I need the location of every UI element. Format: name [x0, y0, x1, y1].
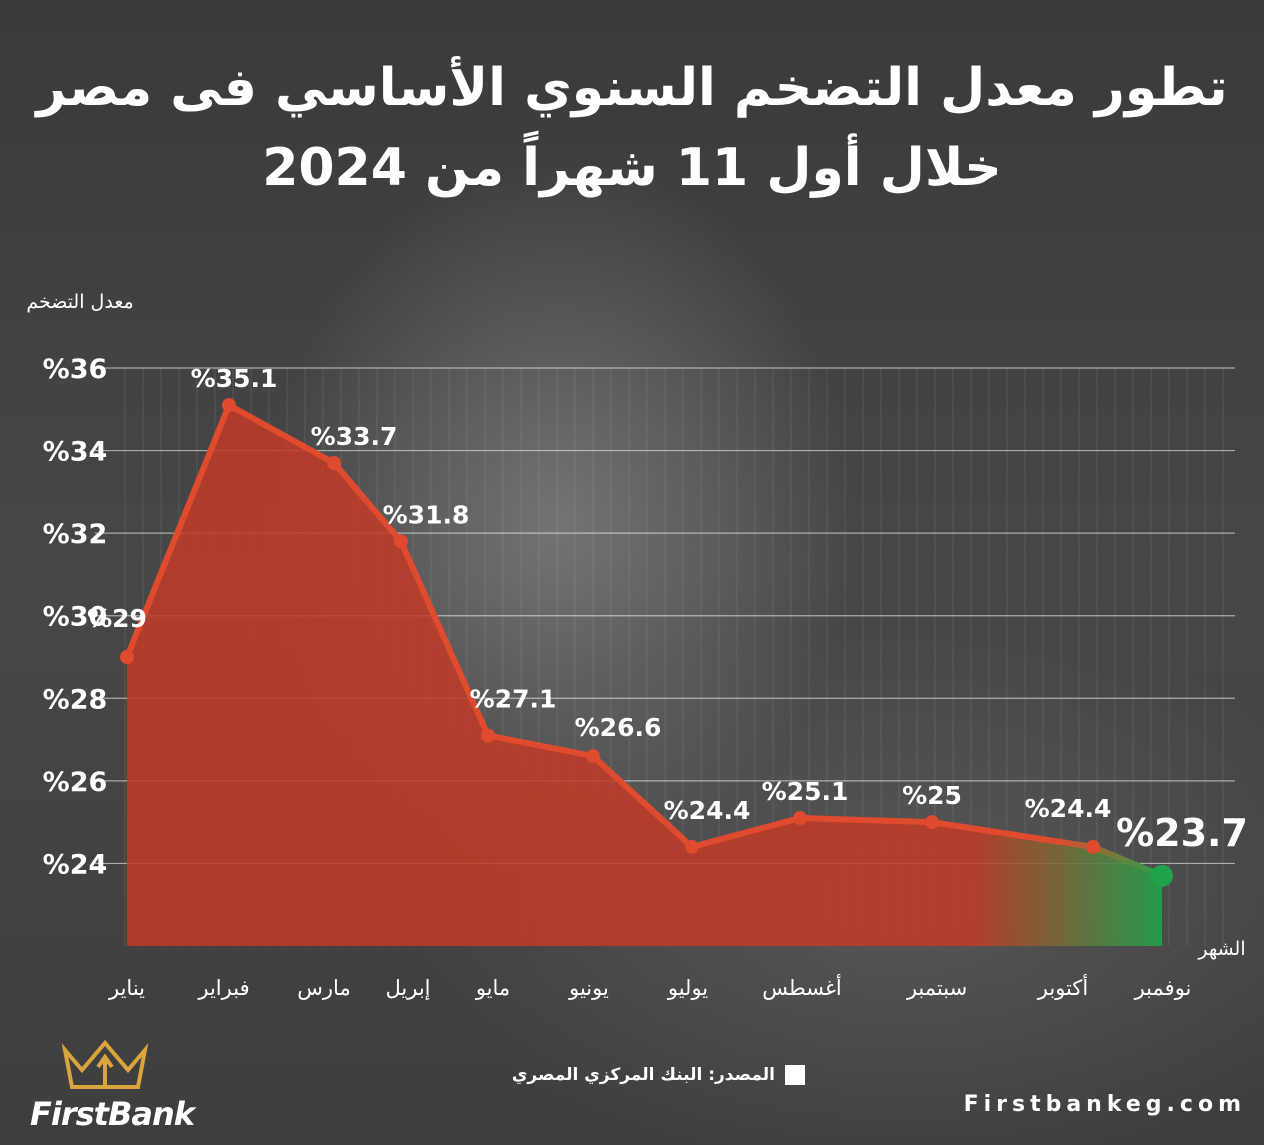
- y-axis-title: معدل التضخم: [26, 291, 133, 313]
- data-label: %25.1: [762, 777, 849, 806]
- y-tick-label: %24: [43, 849, 108, 880]
- data-point: [1151, 864, 1173, 887]
- title-line-2: خلال أول 11 شهراً من 2024: [262, 138, 1002, 198]
- x-tick-label: مارس: [297, 976, 350, 1000]
- data-point: [394, 534, 408, 549]
- data-label: %27.1: [470, 684, 557, 713]
- data-label: %26.6: [575, 713, 662, 742]
- x-tick-label: يونيو: [568, 976, 609, 1000]
- data-label: %31.8: [383, 500, 470, 529]
- source-note: المصدر: البنك المركزي المصري: [480, 1062, 805, 1088]
- data-point: [222, 398, 236, 413]
- x-tick-label: إبريل: [385, 976, 430, 1001]
- chart-title: تطور معدل التضخم السنوي الأساسي فى مصر خ…: [0, 48, 1264, 208]
- title-line-1: تطور معدل التضخم السنوي الأساسي فى مصر: [36, 58, 1228, 118]
- data-point: [685, 839, 699, 854]
- brand-name: FirstBank: [30, 1095, 195, 1133]
- crown-icon: [61, 1039, 149, 1089]
- data-point: [1086, 839, 1100, 854]
- x-tick-label: نوفمبر: [1134, 976, 1192, 1000]
- data-label: %25: [902, 781, 962, 810]
- data-point: [925, 815, 939, 830]
- area-fill: [127, 405, 1162, 947]
- x-tick-label: أغسطس: [762, 974, 842, 1000]
- y-tick-label: %28: [43, 684, 108, 715]
- x-tick-label: فبراير: [197, 976, 249, 1000]
- y-tick-label: %32: [43, 519, 108, 550]
- y-tick-label: %30: [43, 602, 108, 633]
- source-square-icon: [785, 1065, 805, 1085]
- firstbank-logo: FirstBank: [30, 1035, 195, 1135]
- data-label: %35.1: [191, 364, 278, 393]
- x-tick-label: يناير: [108, 976, 145, 1000]
- source-text: المصدر: البنك المركزي المصري: [511, 1065, 775, 1085]
- data-label: %23.7: [1116, 811, 1248, 855]
- data-point: [120, 650, 134, 664]
- data-point: [481, 728, 495, 743]
- data-point: [327, 455, 341, 470]
- x-tick-label: أكتوبر: [1037, 974, 1088, 1000]
- data-label: %33.7: [311, 422, 398, 451]
- website-url: Firstbankeg.com: [963, 1092, 1246, 1117]
- data-label: %24.4: [1025, 794, 1112, 823]
- y-tick-label: %26: [43, 767, 108, 798]
- x-tick-label: سبتمبر: [906, 976, 967, 1000]
- x-tick-label: يوليو: [667, 976, 708, 1000]
- data-label: %29: [87, 604, 147, 633]
- y-tick-label: %34: [43, 437, 108, 468]
- data-point: [793, 811, 807, 826]
- data-label: %24.4: [664, 796, 751, 825]
- y-tick-label: %36: [43, 354, 108, 385]
- x-tick-label: مايو: [475, 976, 510, 1000]
- x-axis-title: الشهر: [1197, 938, 1245, 960]
- data-point: [586, 749, 600, 764]
